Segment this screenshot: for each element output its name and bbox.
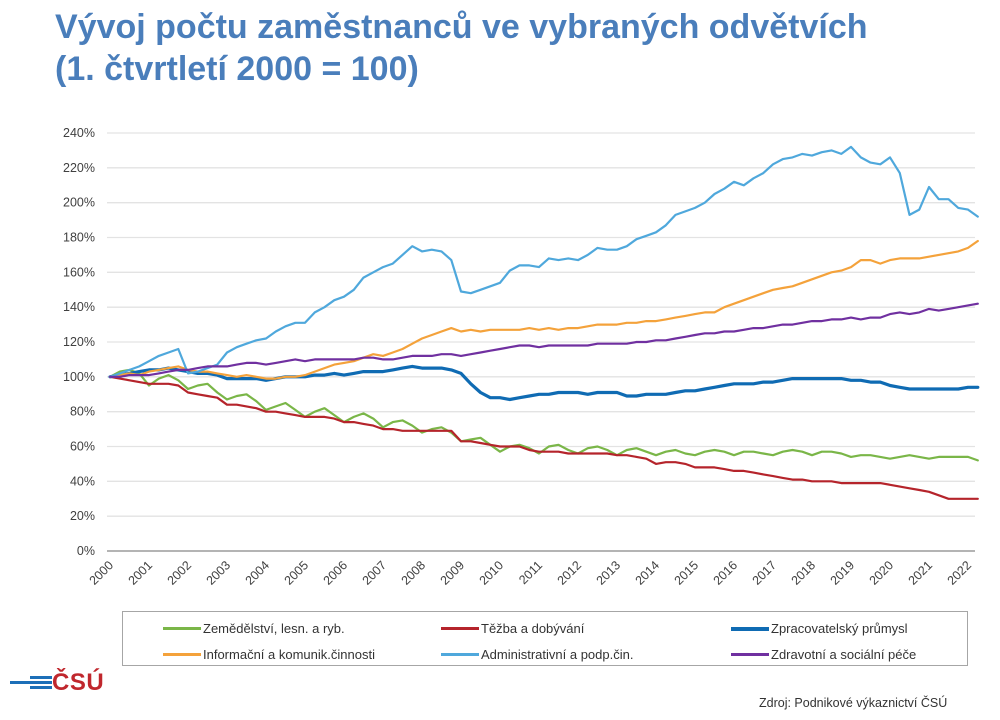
logo-bars-icon: [10, 675, 52, 691]
y-tick-label: 180%: [63, 231, 95, 245]
x-tick-label: 2000: [87, 558, 117, 588]
x-tick-label: 2018: [789, 558, 819, 588]
source-note: Zdroj: Podnikové výkaznictví ČSÚ: [759, 696, 948, 710]
x-tick-label: 2014: [633, 558, 663, 588]
series-line-zpracovatelsk-pr-mysl: [108, 364, 980, 402]
series-line-informa-n-a-komunik-innosti: [108, 239, 979, 380]
series-lines: [108, 145, 980, 500]
x-tick-label: 2012: [555, 558, 585, 588]
y-tick-label: 100%: [63, 370, 95, 384]
x-axis-ticks: 2000 2001 2002 2003 2004 2005 2006 2007 2008 2009…: [87, 558, 975, 588]
legend-item-zemedelstvi: Zemědělství, lesn. a ryb.: [163, 621, 345, 636]
series-line-t-ba-a-dob-v-n-: [108, 375, 979, 500]
y-tick-label: 0%: [77, 544, 95, 558]
x-tick-label: 2008: [399, 558, 429, 588]
x-tick-label: 2005: [282, 558, 312, 588]
y-tick-label: 140%: [63, 300, 95, 314]
x-tick-label: 2015: [672, 558, 702, 588]
legend-label: Zdravotní a sociální péče: [771, 647, 917, 662]
x-tick-label: 2021: [906, 558, 936, 588]
x-tick-label: 2013: [594, 558, 624, 588]
legend-label: Zpracovatelský průmysl: [771, 621, 908, 636]
y-tick-label: 20%: [70, 509, 95, 523]
legend-item-administrativni: Administrativní a podp.čin.: [441, 647, 633, 662]
x-tick-label: 2011: [516, 558, 545, 587]
legend-item-tezba: Těžba a dobývání: [441, 621, 584, 636]
x-tick-label: 2006: [321, 558, 351, 588]
title-line-2: (1. čtvrtletí 2000 = 100): [55, 50, 419, 88]
legend-swatch: [731, 626, 769, 631]
legend-label: Informační a komunik.činnosti: [203, 647, 375, 662]
y-tick-label: 120%: [63, 335, 95, 349]
y-tick-label: 160%: [63, 265, 95, 279]
chart-title: Vývoj počtu zaměstnanců ve vybraných odv…: [55, 6, 868, 90]
y-tick-label: 40%: [70, 474, 95, 488]
x-tick-label: 2016: [711, 558, 741, 588]
series-line-zem-d-lstv-lesn-a-ryb-: [108, 368, 979, 462]
legend-label: Administrativní a podp.čin.: [481, 647, 634, 662]
legend-swatch: [441, 653, 479, 656]
series-line-administrativn-a-podp-in-: [108, 145, 979, 378]
series-line-zdravotn-a-soci-ln-p-e: [108, 302, 979, 378]
title-line-1: Vývoj počtu zaměstnanců ve vybraných odv…: [55, 8, 868, 46]
x-tick-label: 2001: [126, 558, 156, 588]
y-axis-ticks: 0% 20% 40% 60% 80% 100% 120% 140% 160% 180% 200% 22…: [63, 126, 95, 558]
legend-swatch: [163, 653, 201, 656]
line-chart: 0% 20% 40% 60% 80% 100% 120% 140% 160% 180% 200% 22…: [63, 126, 980, 588]
legend-swatch: [441, 627, 479, 630]
y-tick-label: 80%: [70, 405, 95, 419]
x-tick-label: 2020: [867, 558, 897, 588]
legend-swatch: [163, 627, 201, 630]
csu-logo: ČSÚ: [10, 671, 104, 695]
x-tick-label: 2002: [165, 558, 195, 588]
x-tick-label: 2007: [360, 558, 390, 588]
legend-item-informacni: Informační a komunik.činnosti: [163, 647, 375, 662]
x-tick-label: 2004: [243, 558, 273, 588]
legend: Zemědělství, lesn. a ryb. Těžba a dobývá…: [122, 611, 968, 666]
x-tick-label: 2003: [204, 558, 234, 588]
x-tick-label: 2022: [945, 558, 975, 588]
y-tick-label: 200%: [63, 196, 95, 210]
logo-text: ČSÚ: [52, 669, 105, 696]
x-tick-label: 2009: [438, 558, 468, 588]
legend-swatch: [731, 653, 769, 656]
x-tick-label: 2017: [750, 558, 780, 588]
y-tick-label: 220%: [63, 161, 95, 175]
legend-item-zpracovatelsky: Zpracovatelský průmysl: [731, 621, 908, 636]
legend-label: Těžba a dobývání: [481, 621, 585, 636]
legend-item-zdravotni: Zdravotní a sociální péče: [731, 647, 916, 662]
legend-label: Zemědělství, lesn. a ryb.: [203, 621, 345, 636]
y-tick-label: 240%: [63, 126, 95, 140]
y-tick-label: 60%: [70, 440, 95, 454]
gridlines: [107, 132, 975, 552]
x-tick-label: 2010: [477, 558, 507, 588]
x-tick-label: 2019: [828, 558, 858, 588]
